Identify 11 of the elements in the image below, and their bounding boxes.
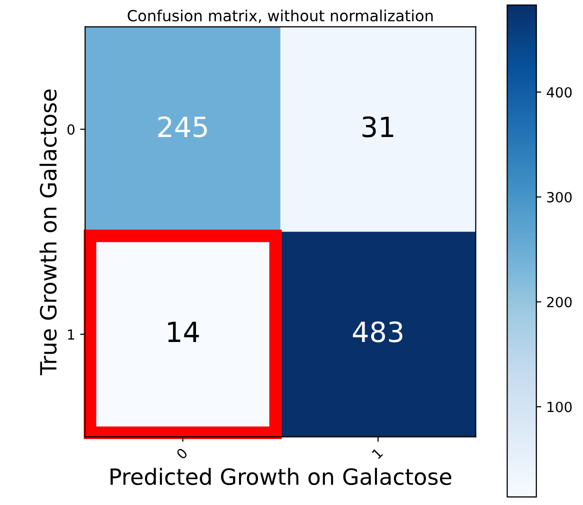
chart-title: Confusion matrix, without normalization bbox=[128, 10, 433, 23]
data-label: 31 bbox=[362, 116, 394, 138]
data-label: 245 bbox=[158, 116, 207, 138]
data-label: 483 bbox=[352, 321, 402, 342]
y-axis-title: True Growth on Galactose bbox=[39, 90, 57, 376]
color-bar-label: 400 bbox=[546, 87, 572, 98]
color-bar-label: 100 bbox=[548, 402, 572, 412]
data-label: 14 bbox=[168, 322, 199, 342]
color-bar-label: 200 bbox=[547, 296, 572, 308]
color-bar-label: 300 bbox=[547, 192, 572, 202]
x-axis-title: Predicted Growth on Galactose bbox=[110, 468, 452, 486]
